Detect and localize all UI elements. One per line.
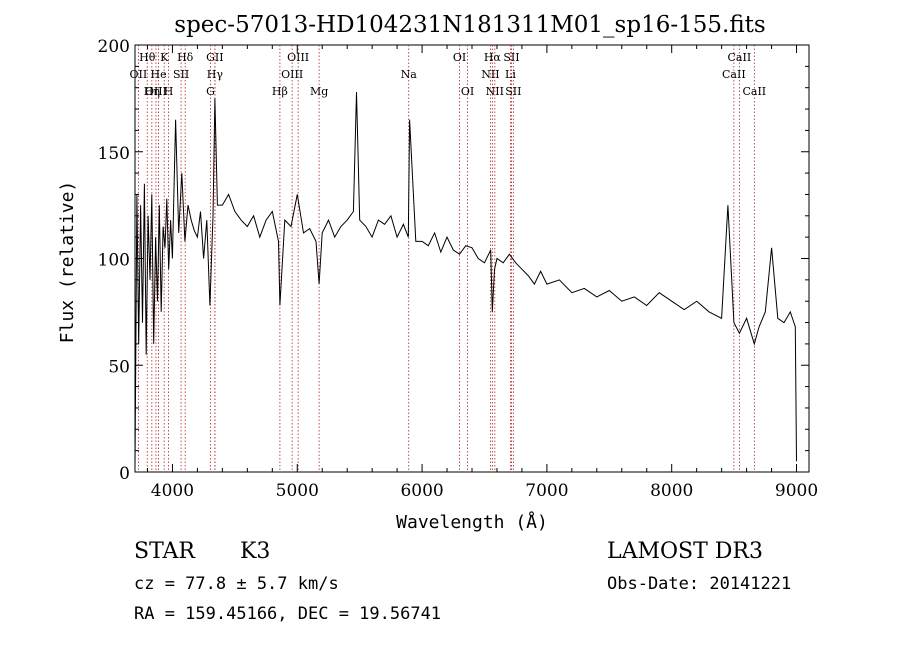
spectral-line-label: Na (401, 68, 418, 81)
spectral-line-label: CaII (742, 85, 766, 98)
spectral-line-label: Hθ (139, 51, 156, 64)
object-subclass: K3 (240, 539, 271, 564)
y-tick-label: 200 (98, 37, 130, 57)
coordinates: RA = 159.45166, DEC = 19.56741 (134, 604, 442, 624)
spectral-line-label: GII (206, 51, 223, 64)
x-tick-label: 6000 (400, 481, 443, 501)
spectral-line-label: H (164, 85, 174, 98)
spectral-line-label: He (151, 68, 167, 81)
x-tick-label: 5000 (276, 481, 319, 501)
redshift-velocity: cz = 77.8 ± 5.7 km/s (134, 574, 339, 594)
x-tick-label: 8000 (650, 481, 693, 501)
spectral-line-label: SII (173, 68, 189, 81)
y-axis-label: Flux (relative) (57, 181, 78, 344)
spectral-line-label: G (206, 85, 215, 98)
y-tick-label: 0 (119, 464, 130, 484)
spectral-line-labels: Hθ OII OIII He Hη K SII H Hδ GII Hγ G OIII OIII Hβ Mg Na… (130, 51, 767, 98)
observation-date: Obs-Date: 20141221 (607, 574, 792, 594)
spectral-line-label: NII (481, 68, 499, 81)
y-axis-ticks: 0 50 100 150 200 (98, 37, 809, 484)
spectral-line-label: K (160, 51, 169, 64)
plot-frame (134, 44, 810, 473)
spectral-line-label: Hα (484, 51, 502, 64)
x-tick-label: 7000 (525, 481, 568, 501)
x-tick-label: 9000 (775, 481, 818, 501)
spectral-line-markers (137, 45, 755, 472)
spectral-line-label: OI (461, 85, 474, 98)
x-axis-label: Wavelength (Å) (396, 511, 548, 533)
spectral-line-label: SII (505, 85, 521, 98)
spectrum-series-line (134, 91, 797, 468)
spectral-line-label: OIII (287, 51, 309, 64)
spectral-line-label: OII (130, 68, 148, 81)
y-tick-label: 50 (108, 357, 130, 377)
spectral-line-label: SII (503, 51, 519, 64)
spectral-line-label: Li (505, 68, 516, 81)
spectral-line-label: Hδ (177, 51, 194, 64)
spectral-line-label: OIII (145, 85, 167, 98)
x-tick-label: 4000 (151, 481, 194, 501)
x-axis-ticks: 4000 5000 6000 7000 8000 9000 (146, 45, 818, 501)
y-tick-label: 100 (98, 251, 130, 271)
spectral-line-label: NII (486, 85, 504, 98)
chart-title: spec-57013-HD104231N181311M01_sp16-155.f… (174, 12, 765, 38)
object-class: STAR (134, 539, 195, 564)
spectral-line-label: Hη (144, 85, 160, 98)
spectral-line-label: Mg (310, 85, 328, 98)
spectral-line-label: OI (453, 51, 466, 64)
y-tick-label: 150 (98, 144, 130, 164)
spectral-line-label: CaII (722, 68, 746, 81)
spectral-line-label: CaII (728, 51, 752, 64)
spectral-line-label: OIII (281, 68, 303, 81)
spectral-line-label: Hβ (272, 85, 288, 98)
spectral-line-label: Hγ (207, 68, 224, 81)
survey-name: LAMOST DR3 (607, 539, 763, 564)
